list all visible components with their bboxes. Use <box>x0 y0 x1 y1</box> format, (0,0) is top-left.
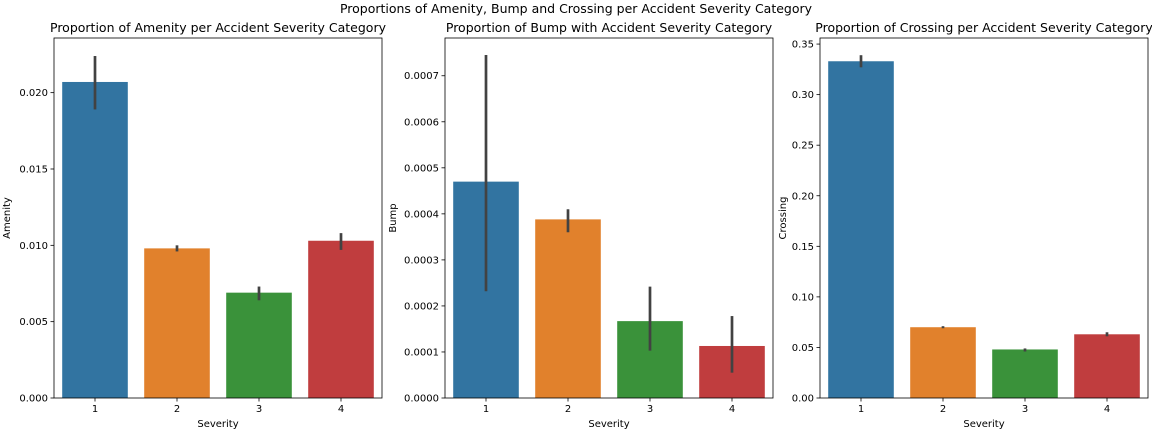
y-axis-label: Bump <box>388 203 399 232</box>
y-tick-label: 0.0004 <box>404 209 439 220</box>
x-axis-label: Severity <box>588 419 629 430</box>
x-axis-label: Severity <box>963 419 1004 430</box>
bar-severity-4 <box>1074 334 1140 398</box>
x-tick-label: 1 <box>92 404 98 415</box>
x-tick-label: 3 <box>256 404 262 415</box>
subplot-title: Proportion of Amenity per Accident Sever… <box>50 20 387 35</box>
subplot-2: Proportion of Bump with Accident Severit… <box>388 20 774 430</box>
figure-suptitle: Proportions of Amenity, Bump and Crossin… <box>340 1 813 16</box>
y-tick-label: 0.020 <box>19 88 48 99</box>
subplot-1: Proportion of Amenity per Accident Sever… <box>2 20 387 430</box>
subplot-3: Proportion of Crossing per Accident Seve… <box>778 20 1152 430</box>
subplots: Proportion of Amenity per Accident Sever… <box>2 20 1152 430</box>
bar-severity-3 <box>992 349 1058 398</box>
axes-frame <box>53 37 383 399</box>
y-tick-label: 0.00 <box>792 394 814 405</box>
y-tick-label: 0.0005 <box>404 163 439 174</box>
x-tick-label: 2 <box>940 404 946 415</box>
x-tick-label: 1 <box>858 404 864 415</box>
subplot-title: Proportion of Crossing per Accident Seve… <box>815 20 1152 35</box>
bar-severity-2 <box>535 219 601 398</box>
subplot-title: Proportion of Bump with Accident Severit… <box>446 20 773 35</box>
x-tick-label: 3 <box>647 404 653 415</box>
y-tick-label: 0.05 <box>792 343 814 354</box>
x-tick-label: 4 <box>729 404 735 415</box>
y-tick-label: 0.0003 <box>404 255 439 266</box>
x-tick-label: 2 <box>565 404 571 415</box>
y-tick-label: 0.000 <box>19 394 48 405</box>
y-tick-label: 0.0006 <box>404 117 439 128</box>
y-tick-label: 0.20 <box>792 191 814 202</box>
y-tick-label: 0.25 <box>792 141 814 152</box>
axes-frame <box>819 37 1149 399</box>
bar-severity-1 <box>828 61 894 399</box>
bar-severity-3 <box>226 292 292 398</box>
x-tick-label: 1 <box>483 404 489 415</box>
x-axis-label: Severity <box>197 419 238 430</box>
y-axis-label: Crossing <box>778 197 789 240</box>
y-tick-label: 0.010 <box>19 241 48 252</box>
bar-severity-1 <box>62 81 128 398</box>
y-tick-label: 0.0002 <box>404 301 439 312</box>
y-tick-label: 0.015 <box>19 164 48 175</box>
x-tick-label: 2 <box>174 404 180 415</box>
axes-frame <box>444 37 774 399</box>
y-tick-label: 0.35 <box>792 40 814 51</box>
y-tick-label: 0.0001 <box>404 347 439 358</box>
x-tick-label: 3 <box>1022 404 1028 415</box>
y-tick-label: 0.30 <box>792 90 814 101</box>
y-tick-label: 0.15 <box>792 242 814 253</box>
y-tick-label: 0.0007 <box>404 71 439 82</box>
y-axis-label: Amenity <box>2 197 13 239</box>
y-tick-label: 0.10 <box>792 292 814 303</box>
x-tick-label: 4 <box>338 404 344 415</box>
bar-severity-4 <box>308 240 374 398</box>
x-tick-label: 4 <box>1104 404 1110 415</box>
bar-severity-2 <box>144 248 210 398</box>
y-tick-label: 0.005 <box>19 317 48 328</box>
y-tick-label: 0.0000 <box>404 394 439 405</box>
bar-severity-2 <box>910 327 976 398</box>
